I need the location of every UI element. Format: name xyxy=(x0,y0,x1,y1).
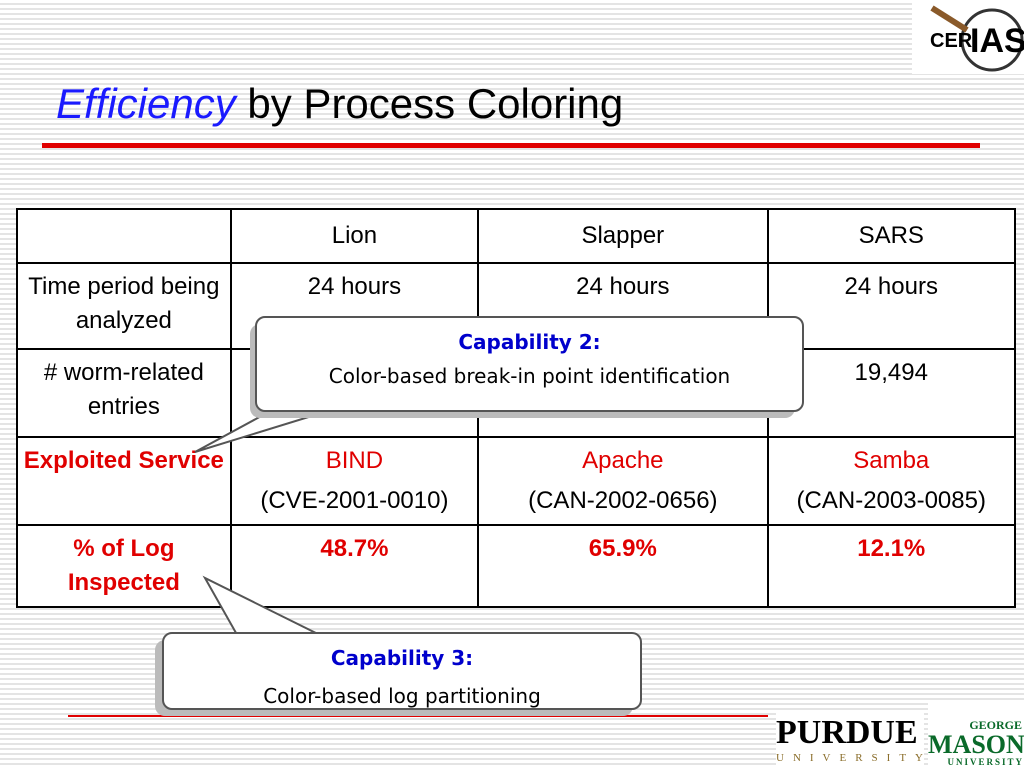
column-header: Lion xyxy=(229,208,480,264)
gmu-name: MASON xyxy=(928,730,1024,759)
table-cell: 19,494 xyxy=(766,348,1016,438)
callout-heading: Capability 2: xyxy=(458,330,601,354)
cell-line: Samba xyxy=(853,447,930,474)
cell-line: Apache xyxy=(582,447,664,474)
table-row: Exploited Service BIND (CVE-2001-0010) Apac… xyxy=(16,436,1016,526)
row-label: Exploited Service xyxy=(16,436,232,526)
slide-title: Efficiency by Process Coloring xyxy=(56,80,623,128)
cell-line: (CVE-2001-0010) xyxy=(260,487,449,514)
column-header: SARS xyxy=(766,208,1016,264)
callout-heading: Capability 3: xyxy=(330,646,474,670)
title-rest: by Process Coloring xyxy=(247,80,624,127)
table-cell: Samba (CAN-2003-0085) xyxy=(766,436,1016,526)
header-row: Lion Slapper SARS xyxy=(16,208,1016,264)
cell-line: (CAN-2002-0656) xyxy=(528,487,718,514)
title-emphasis: Efficiency xyxy=(56,80,236,127)
tail-3 xyxy=(202,575,331,641)
purdue-logo: PURDUE UNIVERSITY xyxy=(776,712,924,768)
table-cell: BIND (CVE-2001-0010) xyxy=(229,436,480,526)
bottom-rule xyxy=(68,715,768,717)
table-cell: 12.1% xyxy=(766,524,1016,608)
table-cell: 48.7% xyxy=(229,524,480,608)
cerias-logo: CER IAS xyxy=(912,0,1024,74)
logo-art xyxy=(930,5,1024,72)
gmu-sub: UNIVERSITY xyxy=(947,757,1024,767)
gmu-top: GEORGE xyxy=(969,718,1022,732)
column-header: Slapper xyxy=(477,208,769,264)
cell-line: BIND xyxy=(325,447,384,474)
table-cell: 24 hours xyxy=(766,262,1016,350)
cell-line: 24 hours xyxy=(844,273,938,300)
callout: Capability 2: Color-based break-in point … xyxy=(255,316,804,412)
row-label: % of Log Inspected xyxy=(16,524,232,608)
gmu-logo: GEORGE MASON UNIVERSITY xyxy=(928,700,1024,768)
purdue-name: PURDUE xyxy=(776,714,918,751)
cell-line: 19,494 xyxy=(854,359,928,386)
cell-line: 65.9% xyxy=(588,535,657,562)
cell-line: 12.1% xyxy=(857,535,926,562)
title-rule xyxy=(42,143,980,148)
cell-line: (CAN-2003-0085) xyxy=(796,487,986,514)
row-label: Time period being analyzed xyxy=(16,262,232,350)
table-cell: 65.9% xyxy=(477,524,769,608)
purdue-sub: UNIVERSITY xyxy=(776,752,932,764)
table-cell: Apache (CAN-2002-0656) xyxy=(477,436,769,526)
row-label: # worm-related entries xyxy=(16,348,232,438)
logo-right: IAS xyxy=(970,22,1024,60)
callout: Capability 3: Color-based log partitionin… xyxy=(162,632,642,710)
cell-line: 24 hours xyxy=(307,273,402,300)
callout-text: Color-based log partitioning xyxy=(263,684,541,708)
cell-line: 48.7% xyxy=(320,535,389,562)
cell-line: 24 hours xyxy=(576,273,670,300)
logo-left: CER xyxy=(930,30,973,52)
corner-cell xyxy=(16,208,232,264)
callout-text: Color-based break-in point identificatio… xyxy=(328,364,731,388)
table-row: % of Log Inspected 48.7% 65.9% 12.1% xyxy=(16,524,1016,608)
